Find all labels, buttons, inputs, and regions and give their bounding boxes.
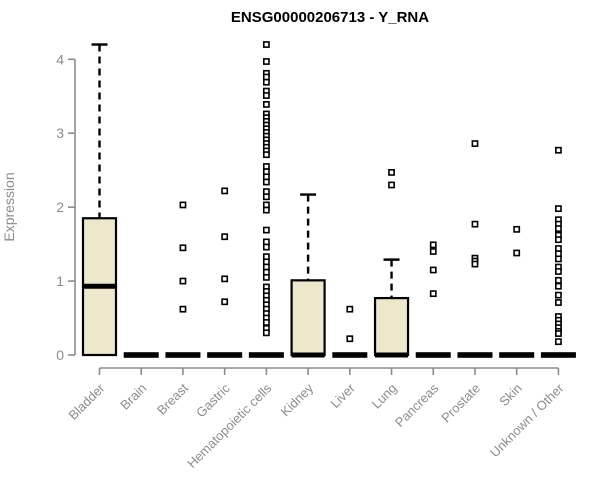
y-tick-label: 4 [56, 51, 64, 67]
x-category-label: Gastric [193, 380, 233, 420]
x-category-label: Unknown / Other [487, 380, 567, 460]
x-category-label: Skin [496, 381, 524, 409]
zero-collapsed-box [165, 352, 201, 358]
zero-collapsed-box [499, 352, 535, 358]
outlier-point [346, 335, 354, 343]
zero-collapsed-box [332, 352, 368, 358]
outlier-point [262, 273, 270, 281]
outlier-point [429, 266, 437, 274]
outlier-point [555, 291, 562, 299]
outlier-point [555, 255, 562, 263]
zero-collapsed-box [457, 352, 493, 358]
outlier-point [513, 249, 521, 257]
outlier-point [179, 277, 187, 285]
outlier-point [262, 58, 270, 65]
x-category-label: Kidney [278, 380, 317, 419]
y-tick-label: 3 [56, 125, 64, 141]
zero-collapsed-box [248, 352, 284, 358]
x-category-label: Prostate [438, 381, 483, 426]
outlier-point [555, 282, 562, 290]
x-category-label: Brain [117, 381, 149, 413]
outlier-point [262, 193, 270, 201]
outlier-point [471, 220, 479, 228]
x-category-label: Lung [369, 381, 400, 412]
zero-collapsed-box [415, 352, 451, 358]
outlier-point [179, 201, 187, 209]
box [290, 279, 326, 357]
outlier-point [429, 290, 437, 298]
outlier-point [471, 260, 479, 268]
outlier-point [555, 330, 562, 337]
x-category-label: Liver [327, 380, 358, 411]
outlier-point [555, 338, 562, 346]
outlier-point [262, 243, 270, 251]
outlier-point [388, 169, 395, 176]
outlier-point [555, 205, 562, 213]
zero-collapsed-box [540, 352, 576, 358]
x-category-label: Pancreas [392, 380, 442, 430]
outlier-point [429, 248, 437, 255]
outlier-point [179, 244, 187, 252]
outlier-point [221, 275, 229, 283]
outlier-point [555, 236, 562, 244]
outlier-point [471, 140, 479, 147]
outlier-point [221, 233, 229, 241]
outlier-point [262, 178, 270, 186]
outlier-point [262, 329, 270, 337]
outlier-point [429, 241, 437, 249]
zero-collapsed-box [123, 352, 159, 358]
outlier-point [555, 146, 562, 154]
outlier-point [555, 268, 562, 275]
outlier-point [346, 305, 354, 313]
outlier-point [262, 319, 270, 326]
outlier-point [179, 305, 187, 313]
outlier-point [262, 206, 270, 214]
outlier-point [513, 225, 521, 233]
outlier-point [555, 299, 562, 306]
y-tick-label: 2 [56, 199, 64, 215]
outlier-point [221, 298, 229, 306]
outlier-point [262, 92, 270, 99]
outlier-point [262, 151, 270, 159]
x-category-label: Bladder [65, 380, 108, 423]
y-tick-label: 1 [56, 273, 64, 289]
box [373, 296, 410, 357]
outlier-point [262, 226, 270, 234]
outlier-point [555, 225, 562, 232]
outlier-point [262, 41, 270, 48]
outlier-point [262, 100, 270, 108]
outlier-point [388, 181, 395, 189]
chart-title: ENSG00000206713 - Y_RNA [231, 9, 429, 26]
y-tick-label: 0 [56, 347, 64, 363]
outlier-point [262, 78, 270, 86]
x-category-label: Breast [154, 380, 191, 417]
y-axis-label: Expression [1, 172, 17, 241]
zero-collapsed-box [207, 352, 243, 358]
outlier-point [221, 187, 229, 195]
outlier-point [555, 276, 562, 284]
